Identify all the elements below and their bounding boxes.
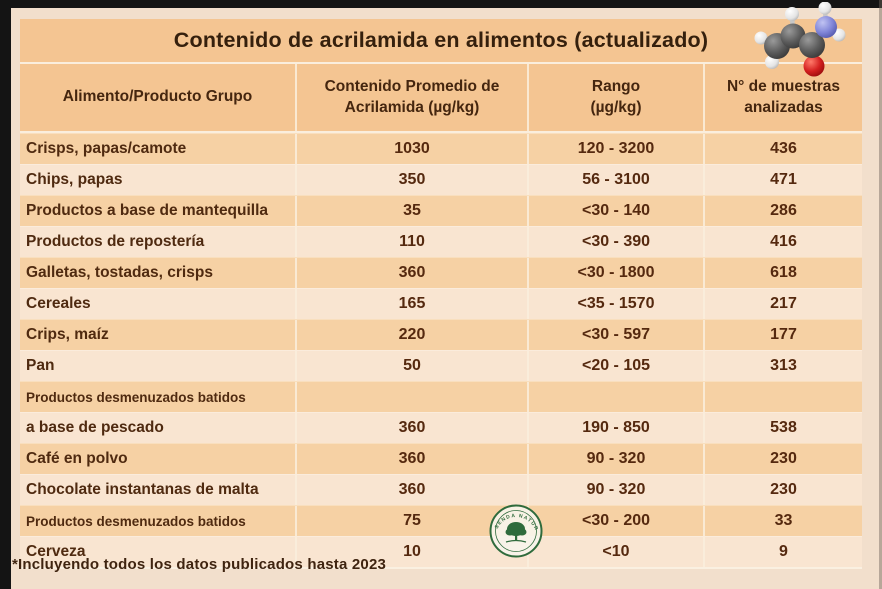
food-cell: Pan <box>26 357 55 374</box>
food-cell: Productos a base de mantequilla <box>26 202 269 219</box>
samples-cell: 33 <box>703 506 862 536</box>
table-row: a base de pescado 360 190 - 850 538 <box>20 412 862 443</box>
avg-cell: 50 <box>295 351 527 381</box>
range-cell: <30 - 1800 <box>527 258 703 288</box>
food-cell: Productos desmenuzados batidos <box>26 513 246 529</box>
avg-cell: 1030 <box>295 134 527 164</box>
oxygen-atom <box>803 55 825 77</box>
avg-cell: 350 <box>295 165 527 195</box>
table-row: Chocolate instantanas de malta 360 90 - … <box>20 474 862 505</box>
table-row: Crips, maíz 220 <30 - 597 177 <box>20 319 862 350</box>
samples-cell: 416 <box>703 227 862 257</box>
food-cell: Chips, papas <box>26 171 123 188</box>
hydrogen-atom <box>818 2 832 15</box>
header-range: Rango (µg/kg) <box>527 64 703 131</box>
range-cell: <20 - 105 <box>527 351 703 381</box>
samples-cell: 217 <box>703 289 862 319</box>
carbon-atom <box>799 32 825 58</box>
table-row: Cerveza 10 <10 9 <box>20 536 862 567</box>
food-cell: Chocolate instantanas de malta <box>26 481 259 498</box>
samples-cell <box>703 382 862 412</box>
acrylamide-molecule-icon <box>754 2 846 77</box>
carbon-atom <box>780 23 806 49</box>
samples-cell: 230 <box>703 444 862 474</box>
table-row: Productos desmenuzados batidos <box>20 381 862 412</box>
frame-left-bar <box>0 0 11 589</box>
range-cell: <35 - 1570 <box>527 289 703 319</box>
table-row: Café en polvo 360 90 - 320 230 <box>20 443 862 474</box>
samples-cell: 177 <box>703 320 862 350</box>
food-cell: Crips, maíz <box>26 326 109 343</box>
table-row: Productos desmenuzados batidos 75 <30 - … <box>20 505 862 536</box>
range-cell <box>527 382 703 412</box>
avg-cell: 360 <box>295 413 527 443</box>
hydrogen-atom <box>754 31 768 45</box>
range-cell: <30 - 597 <box>527 320 703 350</box>
range-cell: <30 - 390 <box>527 227 703 257</box>
food-cell: Productos de repostería <box>26 233 205 250</box>
table-row: Productos de repostería 110 <30 - 390 41… <box>20 226 862 257</box>
range-cell: 90 - 320 <box>527 444 703 474</box>
hydrogen-atom <box>785 7 799 21</box>
range-cell: <30 - 200 <box>527 506 703 536</box>
avg-cell: 165 <box>295 289 527 319</box>
header-average-content: Contenido Promedio de Acrilamida (µg/kg) <box>295 64 527 131</box>
table-row: Galletas, tostadas, crisps 360 <30 - 180… <box>20 257 862 288</box>
frame-right-edge <box>879 0 882 589</box>
avg-cell <box>295 382 527 412</box>
table-row: Chips, papas 350 56 - 3100 471 <box>20 164 862 195</box>
acrylamide-table: Contenido de acrilamida en alimentos (ac… <box>20 19 862 569</box>
food-cell: Crisps, papas/camote <box>26 140 187 157</box>
avg-cell: 360 <box>295 258 527 288</box>
table-title: Contenido de acrilamida en alimentos (ac… <box>173 28 709 52</box>
samples-cell: 313 <box>703 351 862 381</box>
avg-cell: 35 <box>295 196 527 226</box>
table-row: Pan 50 <20 - 105 313 <box>20 350 862 381</box>
food-cell: Café en polvo <box>26 450 128 467</box>
food-cell: Productos desmenuzados batidos <box>26 389 246 405</box>
header-food-group: Alimento/Producto Grupo <box>62 88 253 106</box>
nitrogen-atom <box>815 16 837 38</box>
avg-cell: 360 <box>295 444 527 474</box>
samples-cell: 9 <box>703 537 862 567</box>
avg-cell: 110 <box>295 227 527 257</box>
avg-cell: 10 <box>295 537 527 567</box>
range-cell: 56 - 3100 <box>527 165 703 195</box>
range-cell: <10 <box>527 537 703 567</box>
food-cell: Cereales <box>26 295 91 312</box>
frame-top-bar <box>0 0 882 8</box>
tree-icon <box>505 522 527 543</box>
food-cell: Cerveza <box>26 543 86 560</box>
table-header-row: Alimento/Producto Grupo Contenido Promed… <box>20 64 862 133</box>
table-row: Productos a base de mantequilla 35 <30 -… <box>20 195 862 226</box>
avg-cell: 220 <box>295 320 527 350</box>
samples-cell: 471 <box>703 165 862 195</box>
avg-cell: 360 <box>295 475 527 505</box>
samples-cell: 618 <box>703 258 862 288</box>
range-cell: 190 - 850 <box>527 413 703 443</box>
food-cell: Galletas, tostadas, crisps <box>26 264 213 281</box>
la-senda-natural-logo: LA SENDA NATURAL <box>488 503 543 558</box>
table-row: Cereales 165 <35 - 1570 217 <box>20 288 862 319</box>
header-samples: N° de muestras analizadas <box>703 64 862 131</box>
samples-cell: 286 <box>703 196 862 226</box>
footnote: *Incluyendo todos los datos publicados h… <box>12 556 387 573</box>
avg-cell: 75 <box>295 506 527 536</box>
table-row: Crisps, papas/camote 1030 120 - 3200 436 <box>20 133 862 164</box>
samples-cell: 538 <box>703 413 862 443</box>
samples-cell: 436 <box>703 134 862 164</box>
range-cell: <30 - 140 <box>527 196 703 226</box>
food-cell: a base de pescado <box>26 419 164 436</box>
range-cell: 120 - 3200 <box>527 134 703 164</box>
table-title-bar: Contenido de acrilamida en alimentos (ac… <box>20 19 862 64</box>
range-cell: 90 - 320 <box>527 475 703 505</box>
samples-cell: 230 <box>703 475 862 505</box>
